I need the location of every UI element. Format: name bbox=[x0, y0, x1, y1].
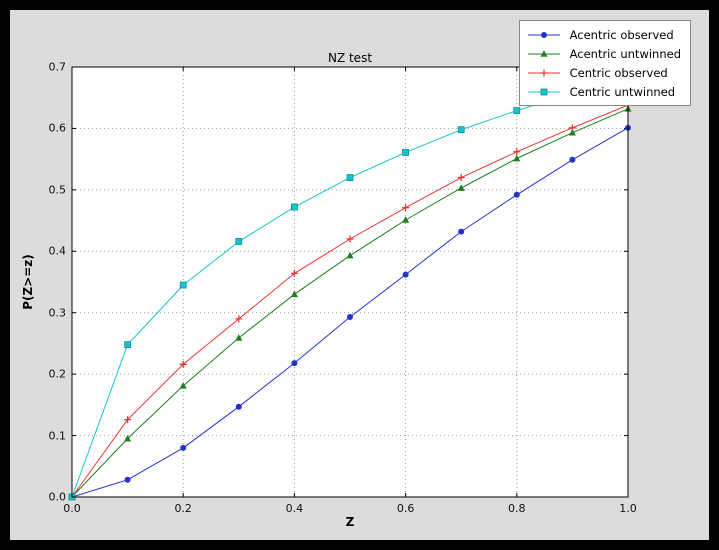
y-tick-label: 0.3 bbox=[48, 306, 67, 320]
legend-label: Acentric untwinned bbox=[569, 46, 681, 61]
y-tick-label: 0.7 bbox=[48, 60, 67, 74]
legend-line-triangle-icon bbox=[527, 49, 560, 57]
figure-canvas: NZ test Z P(Z>=z) 0.0 0.2 0.4 0.6 0.8 1.0 0.0 0… bbox=[10, 10, 709, 540]
legend-item: Acentric observed bbox=[526, 25, 681, 44]
y-tick-label: 0.6 bbox=[48, 121, 67, 135]
legend-line-plus-icon bbox=[527, 69, 560, 76]
x-tick-label: 0.2 bbox=[174, 502, 192, 515]
x-tick-label: 0.0 bbox=[63, 502, 81, 515]
y-tick-label: 0.2 bbox=[48, 367, 67, 381]
legend-item: Centric observed bbox=[526, 63, 681, 82]
legend-line-circle-icon bbox=[527, 31, 560, 38]
x-tick-label: 1.0 bbox=[619, 502, 637, 515]
legend-line-square-icon bbox=[527, 88, 560, 95]
x-tick-label: 0.8 bbox=[508, 502, 526, 515]
y-tick-label: 0.4 bbox=[48, 244, 67, 258]
x-tick-label: 0.6 bbox=[396, 502, 415, 515]
chart-title: NZ test bbox=[327, 51, 373, 65]
legend-item: Centric untwinned bbox=[526, 82, 681, 101]
y-tick-label: 0.0 bbox=[48, 490, 67, 504]
legend-label: Centric untwinned bbox=[569, 84, 676, 99]
x-axis-label: Z bbox=[345, 515, 355, 529]
legend-label: Acentric observed bbox=[569, 27, 674, 42]
x-tick-label: 0.4 bbox=[285, 502, 304, 515]
chart bbox=[68, 66, 632, 501]
y-tick-label: 0.1 bbox=[48, 429, 67, 443]
legend: Acentric observed Acentric untwinned Cen… bbox=[518, 20, 691, 106]
y-axis-label: P(Z>=z) bbox=[21, 254, 35, 310]
legend-item: Acentric untwinned bbox=[526, 44, 681, 63]
legend-label: Centric observed bbox=[569, 65, 668, 80]
y-tick-label: 0.5 bbox=[48, 183, 67, 197]
